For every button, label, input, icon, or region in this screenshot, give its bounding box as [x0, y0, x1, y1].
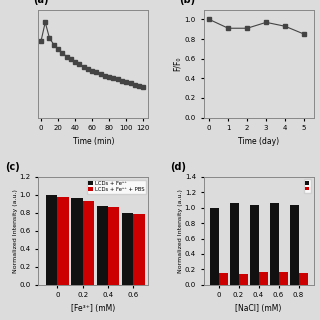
Bar [290, 204, 299, 285]
Bar [57, 197, 69, 285]
Bar [219, 273, 228, 285]
Bar [122, 213, 133, 285]
X-axis label: [NaCl] (mM): [NaCl] (mM) [236, 304, 282, 313]
Text: (a): (a) [33, 0, 48, 5]
Legend: LCDs + Fe³⁺, LCDs + Fe³⁺ + PBS: LCDs + Fe³⁺, LCDs + Fe³⁺ + PBS [87, 180, 146, 194]
Bar [229, 203, 238, 285]
Bar [108, 207, 119, 285]
X-axis label: Time (min): Time (min) [73, 137, 114, 146]
X-axis label: [Fe³⁺] (mM): [Fe³⁺] (mM) [71, 304, 116, 313]
Bar [133, 214, 145, 285]
Bar [279, 272, 288, 285]
Bar [259, 272, 268, 285]
Y-axis label: Normalized Intensity (a.u.): Normalized Intensity (a.u.) [178, 189, 183, 273]
Bar [97, 206, 108, 285]
Bar [250, 204, 259, 285]
Y-axis label: F/F₀: F/F₀ [173, 56, 182, 71]
Legend: , : , [304, 179, 311, 193]
Bar [238, 274, 248, 285]
Bar [83, 201, 94, 285]
Bar [46, 195, 57, 285]
Text: (c): (c) [5, 163, 20, 172]
Text: (d): (d) [171, 163, 187, 172]
Bar [71, 198, 83, 285]
Bar [269, 203, 279, 285]
X-axis label: Time (day): Time (day) [238, 137, 279, 146]
Y-axis label: Normalized Intensity (a.u.): Normalized Intensity (a.u.) [13, 189, 18, 273]
Bar [210, 208, 219, 285]
Text: (b): (b) [179, 0, 196, 5]
Bar [299, 273, 308, 285]
